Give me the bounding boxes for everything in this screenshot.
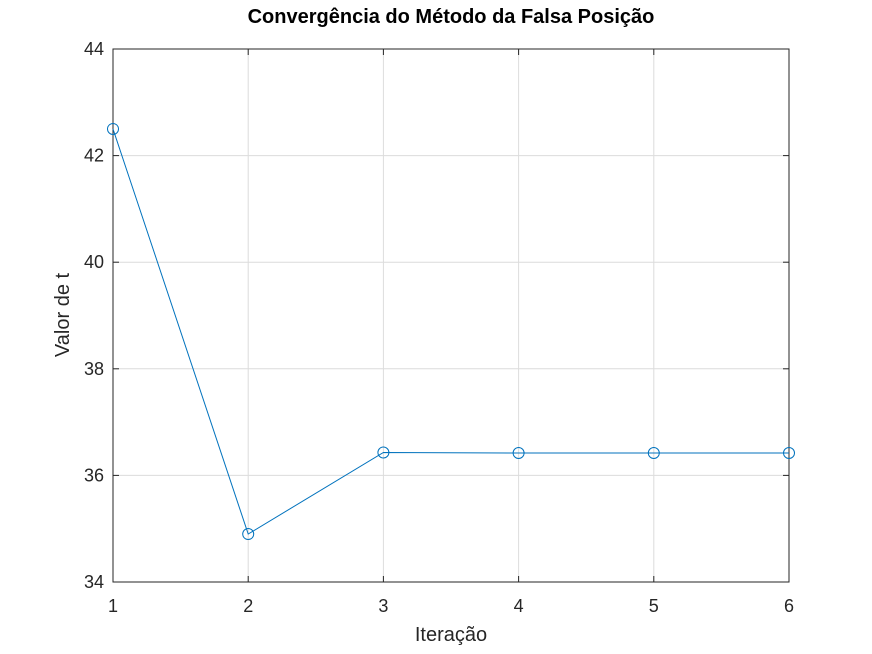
- data-point-marker: [783, 447, 795, 460]
- data-point-marker: [512, 447, 525, 460]
- chart-title: Convergência do Método da Falsa Posição: [248, 6, 655, 28]
- x-tick-label: 1: [108, 596, 118, 616]
- series-line: [112, 128, 789, 535]
- data-point-marker: [647, 447, 660, 460]
- series: [107, 122, 795, 541]
- data-point-marker: [242, 528, 255, 541]
- x-axis-label: Iteração: [415, 624, 487, 646]
- y-tick-label: 38: [84, 359, 104, 379]
- x-tick-labels: 1 2 3 4 5 6: [108, 596, 794, 616]
- x-tick-label: 3: [378, 596, 388, 616]
- axes-box: [112, 48, 790, 583]
- y-tick-label: 44: [84, 39, 104, 59]
- y-axis-label: Valor de t: [52, 272, 74, 357]
- y-tick-label: 34: [84, 572, 104, 592]
- x-tick-label: 6: [784, 596, 794, 616]
- x-tick-label: 4: [514, 596, 524, 616]
- x-tick-label: 5: [649, 596, 659, 616]
- y-tick-label: 40: [84, 252, 104, 272]
- ticks: [112, 48, 790, 583]
- grid: [112, 48, 790, 583]
- data-point-marker: [377, 446, 390, 459]
- x-tick-label: 2: [243, 596, 253, 616]
- y-tick-label: 42: [84, 146, 104, 166]
- y-tick-labels: 34 36 38 40 42 44: [84, 39, 104, 592]
- y-tick-label: 36: [84, 465, 104, 485]
- data-point-marker: [107, 122, 119, 135]
